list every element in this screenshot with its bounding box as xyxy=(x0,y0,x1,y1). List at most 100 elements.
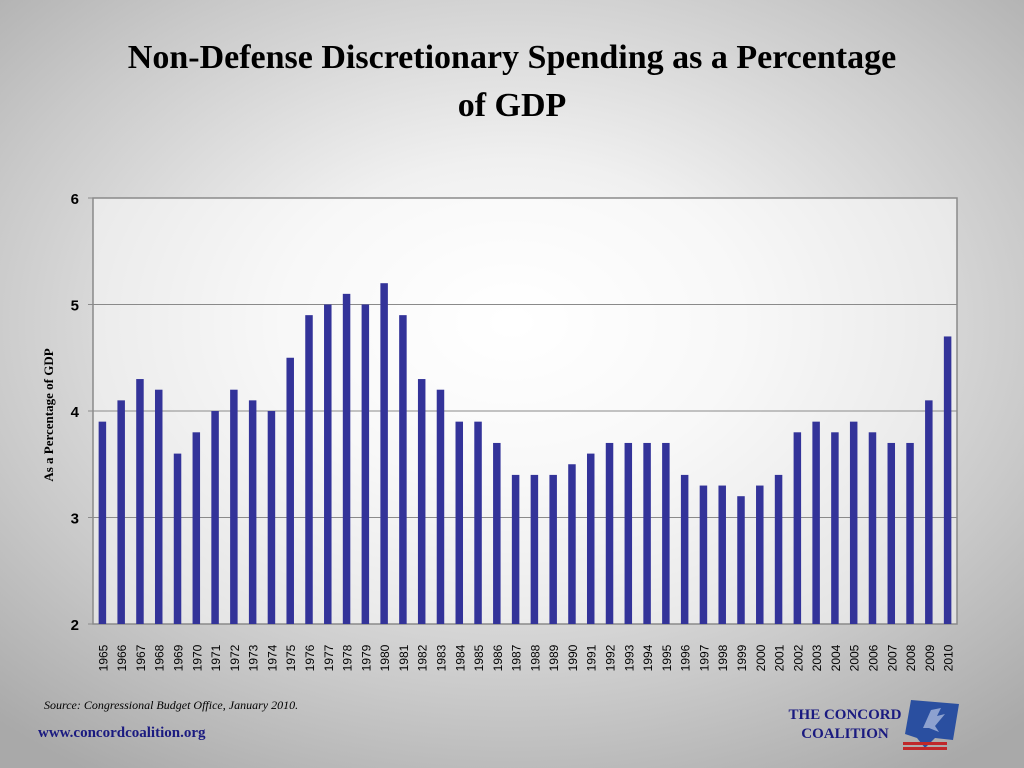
bar-1971 xyxy=(211,411,219,624)
bar-1991 xyxy=(586,453,595,624)
emblem-figure xyxy=(923,708,945,732)
concord-coalition-logo: THE CONCORD COALITION xyxy=(775,698,965,754)
x-tick-label: 1969 xyxy=(172,644,186,671)
x-tick-label: 1976 xyxy=(303,644,317,671)
x-tick-label: 1991 xyxy=(585,644,599,671)
bar-1992 xyxy=(605,442,614,624)
bar-1993 xyxy=(624,442,633,624)
bar-1997 xyxy=(699,485,708,624)
emblem-stripe-1 xyxy=(903,742,947,745)
x-tick-label: 1981 xyxy=(397,644,411,671)
bar-1974 xyxy=(267,411,276,624)
bar-1976 xyxy=(305,315,313,624)
bar-2001 xyxy=(774,474,783,624)
website-link[interactable]: www.concordcoalition.org xyxy=(38,725,206,741)
slide-title: Non-Defense Discretionary Spending as a … xyxy=(127,39,897,124)
x-tick-label: 2002 xyxy=(791,644,805,671)
x-tick-label: 2001 xyxy=(773,644,787,671)
bar-2008 xyxy=(906,442,914,624)
x-tick-label: 2006 xyxy=(866,644,880,671)
bar-1973 xyxy=(248,400,257,624)
bar-1966 xyxy=(117,400,125,624)
bar-1998 xyxy=(718,485,726,624)
bar-1990 xyxy=(568,464,576,624)
x-tick-label: 2004 xyxy=(829,644,843,671)
bar-1999 xyxy=(737,496,745,624)
x-tick-label: 1990 xyxy=(566,644,580,671)
bar-1978 xyxy=(342,293,351,624)
bar-1984 xyxy=(455,421,464,624)
concord-coalition-emblem-icon xyxy=(903,700,959,750)
x-tick-label: 1979 xyxy=(359,644,373,671)
logo-text: THE CONCORD COALITION xyxy=(788,707,902,742)
y-tick-label: 2 xyxy=(71,617,79,634)
bar-1969 xyxy=(173,453,182,624)
x-tick-label: 1965 xyxy=(96,644,110,671)
bar-1981 xyxy=(399,315,407,624)
y-tick-labels: 2 3 4 5 6 xyxy=(71,191,80,634)
bar-1983 xyxy=(436,389,445,624)
x-tick-label: 1972 xyxy=(228,644,242,671)
bar-1994 xyxy=(643,442,651,624)
x-tick-label: 1983 xyxy=(434,644,448,671)
x-tick-label: 1973 xyxy=(247,644,261,671)
x-tick-label: 1975 xyxy=(284,644,298,671)
x-tick-labels: 1965 1966 1967 1968 1969 1970 1971 1972 1973 1974… xyxy=(96,644,955,671)
x-tick-label: 1988 xyxy=(528,644,542,671)
bar-2006 xyxy=(868,432,877,624)
x-tick-label: 2007 xyxy=(885,644,899,671)
y-tick-label: 3 xyxy=(71,511,79,528)
bar-2002 xyxy=(793,432,802,624)
x-tick-label: 1986 xyxy=(491,644,505,671)
x-tick-label: 1984 xyxy=(453,644,467,671)
y-tick-label: 5 xyxy=(71,298,79,315)
bar-2005 xyxy=(849,421,858,624)
bar-1977 xyxy=(324,304,332,624)
x-tick-label: 1967 xyxy=(134,644,148,671)
x-tick-label: 1994 xyxy=(641,644,655,671)
x-tick-label: 2005 xyxy=(848,644,862,671)
x-tick-label: 1992 xyxy=(604,644,618,671)
x-tick-label: 1985 xyxy=(472,644,486,671)
x-tick-label: 1978 xyxy=(341,644,355,671)
bar-1987 xyxy=(511,474,520,624)
x-tick-label: 1997 xyxy=(697,644,711,671)
bar-2003 xyxy=(812,421,820,624)
y-tick-label: 6 xyxy=(71,191,79,208)
x-tick-label: 1982 xyxy=(416,644,430,671)
bar-2010 xyxy=(943,336,952,624)
y-tick-label: 4 xyxy=(71,404,80,421)
x-tick-label: 2000 xyxy=(754,644,768,671)
bar-1970 xyxy=(192,432,201,624)
x-tick-label: 2003 xyxy=(810,644,824,671)
x-tick-label: 1998 xyxy=(716,644,730,671)
emblem-stripe-2 xyxy=(903,747,947,750)
bar-1965 xyxy=(98,421,107,624)
x-tick-label: 1980 xyxy=(378,644,392,671)
bar-1986 xyxy=(493,442,501,624)
x-tick-label: 1977 xyxy=(322,644,336,671)
x-tick-label: 2009 xyxy=(923,644,937,671)
x-tick-label: 1999 xyxy=(735,644,749,671)
bar-1967 xyxy=(136,379,144,624)
x-tick-label: 1966 xyxy=(115,644,129,671)
bar-1988 xyxy=(530,474,539,624)
source-note: Source: Congressional Budget Office, Jan… xyxy=(44,698,299,712)
bar-1982 xyxy=(417,379,426,624)
bar-2009 xyxy=(925,400,933,624)
bars xyxy=(98,283,952,624)
bar-1968 xyxy=(154,389,163,624)
bar-1972 xyxy=(230,389,238,624)
x-tick-label: 1993 xyxy=(622,644,636,671)
x-tick-label: 1989 xyxy=(547,644,561,671)
x-tick-label: 1995 xyxy=(660,644,674,671)
bar-1996 xyxy=(680,474,689,624)
x-tick-label: 2008 xyxy=(904,644,918,671)
y-axis-label: As a Percentage of GDP xyxy=(41,348,56,482)
bar-1995 xyxy=(662,442,670,624)
bar-1979 xyxy=(361,304,370,624)
x-tick-label: 1996 xyxy=(679,644,693,671)
bar-2007 xyxy=(887,442,896,624)
bar-2004 xyxy=(831,432,839,624)
